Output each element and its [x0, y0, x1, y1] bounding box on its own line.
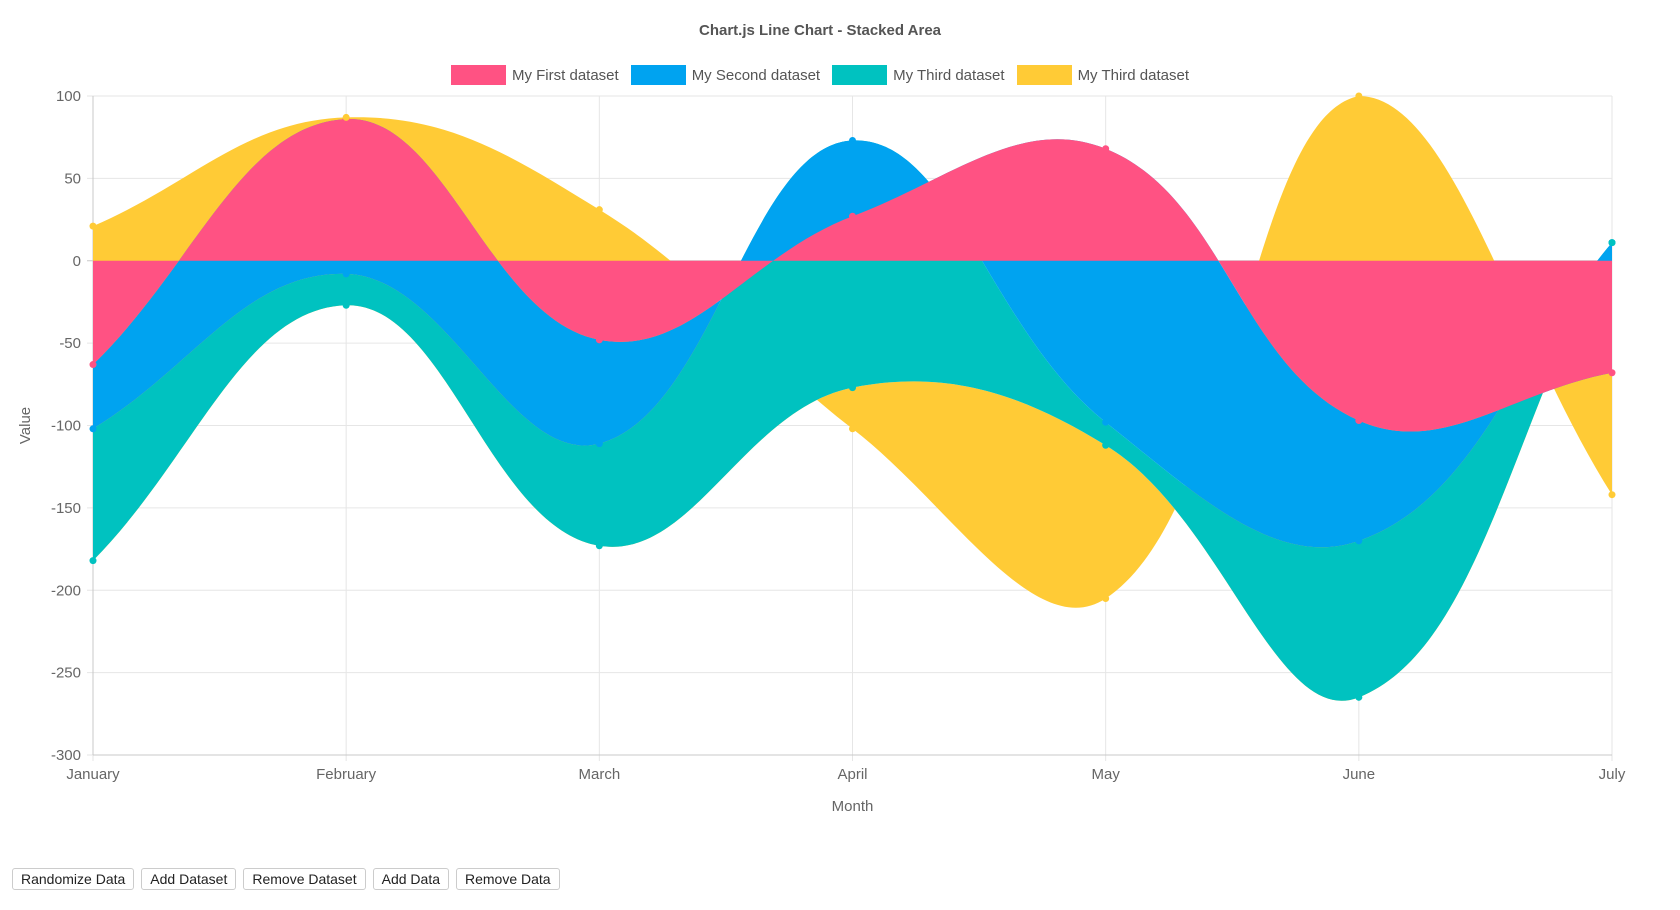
x-tick-label: March [578, 766, 620, 783]
y-tick-label: 0 [73, 253, 81, 270]
data-point [1102, 418, 1110, 426]
add-dataset-button[interactable]: Add Dataset [141, 868, 237, 890]
series-area-2 [93, 140, 1612, 701]
data-point [342, 301, 350, 309]
legend-label: My Third dataset [1077, 66, 1190, 84]
data-point [849, 136, 856, 144]
legend-item-second-dataset[interactable]: My Second dataset [630, 65, 821, 85]
add-data-button[interactable]: Add Data [372, 868, 449, 890]
data-point [1102, 441, 1110, 449]
legend-item-fourth-dataset[interactable]: My Third dataset [1016, 65, 1190, 85]
x-axis-title: Month [832, 798, 874, 815]
y-tick-label: -300 [51, 747, 81, 764]
data-point [89, 222, 97, 230]
data-point [849, 212, 856, 220]
data-point [1608, 491, 1616, 499]
data-point [1355, 92, 1363, 100]
data-point [89, 361, 97, 369]
y-tick-label: -150 [51, 500, 81, 517]
x-tick-label: January [66, 766, 120, 783]
legend: My First dataset My Second dataset My Th… [0, 65, 1640, 85]
y-tick-label: -250 [51, 665, 81, 682]
x-tick-label: June [1343, 766, 1376, 783]
data-point [1608, 369, 1616, 377]
data-point [595, 206, 603, 214]
legend-swatch [1016, 65, 1072, 85]
data-point [342, 113, 350, 121]
legend-swatch [630, 65, 686, 85]
data-point [1355, 693, 1363, 701]
randomize-data-button[interactable]: Randomize Data [12, 868, 135, 890]
data-point [1355, 417, 1363, 425]
legend-item-first-dataset[interactable]: My First dataset [450, 65, 619, 85]
legend-label: My Third dataset [893, 66, 1005, 84]
legend-swatch [450, 65, 506, 85]
data-point [849, 384, 856, 392]
x-tick-label: February [316, 766, 377, 783]
chart-title: Chart.js Line Chart - Stacked Area [698, 22, 941, 39]
chart-canvas: 100 50 0 -50 -100 -150 -200 -250 -300 January Febr… [17, 88, 1626, 815]
data-point [1608, 239, 1616, 247]
y-tick-label: -50 [59, 335, 81, 352]
y-tick-label: 50 [64, 170, 81, 187]
legend-label: My Second dataset [691, 66, 821, 84]
y-tick-label: -100 [51, 418, 81, 435]
legend-swatch [832, 65, 888, 85]
controls: Randomize Data Add Dataset Remove Datase… [12, 868, 560, 890]
remove-data-button[interactable]: Remove Data [456, 868, 560, 890]
data-point [1102, 594, 1110, 602]
remove-dataset-button[interactable]: Remove Dataset [243, 868, 366, 890]
y-axis-title: Value [17, 407, 34, 444]
data-point [342, 270, 350, 278]
x-tick-label: April [837, 766, 867, 783]
data-point [89, 557, 97, 565]
legend-item-third-dataset[interactable]: My Third dataset [832, 65, 1005, 85]
x-tick-label: July [1599, 766, 1626, 783]
data-point [595, 542, 603, 550]
y-tick-label: 100 [56, 88, 81, 105]
y-tick-label: -200 [51, 582, 81, 599]
data-point [89, 425, 97, 433]
x-tick-label: May [1091, 766, 1120, 783]
legend-label: My First dataset [511, 66, 619, 84]
data-point [849, 425, 856, 433]
data-point [595, 336, 603, 344]
series-area-0 [93, 118, 1612, 432]
data-point [1102, 145, 1110, 153]
data-point [595, 440, 603, 448]
data-point [1355, 537, 1363, 545]
